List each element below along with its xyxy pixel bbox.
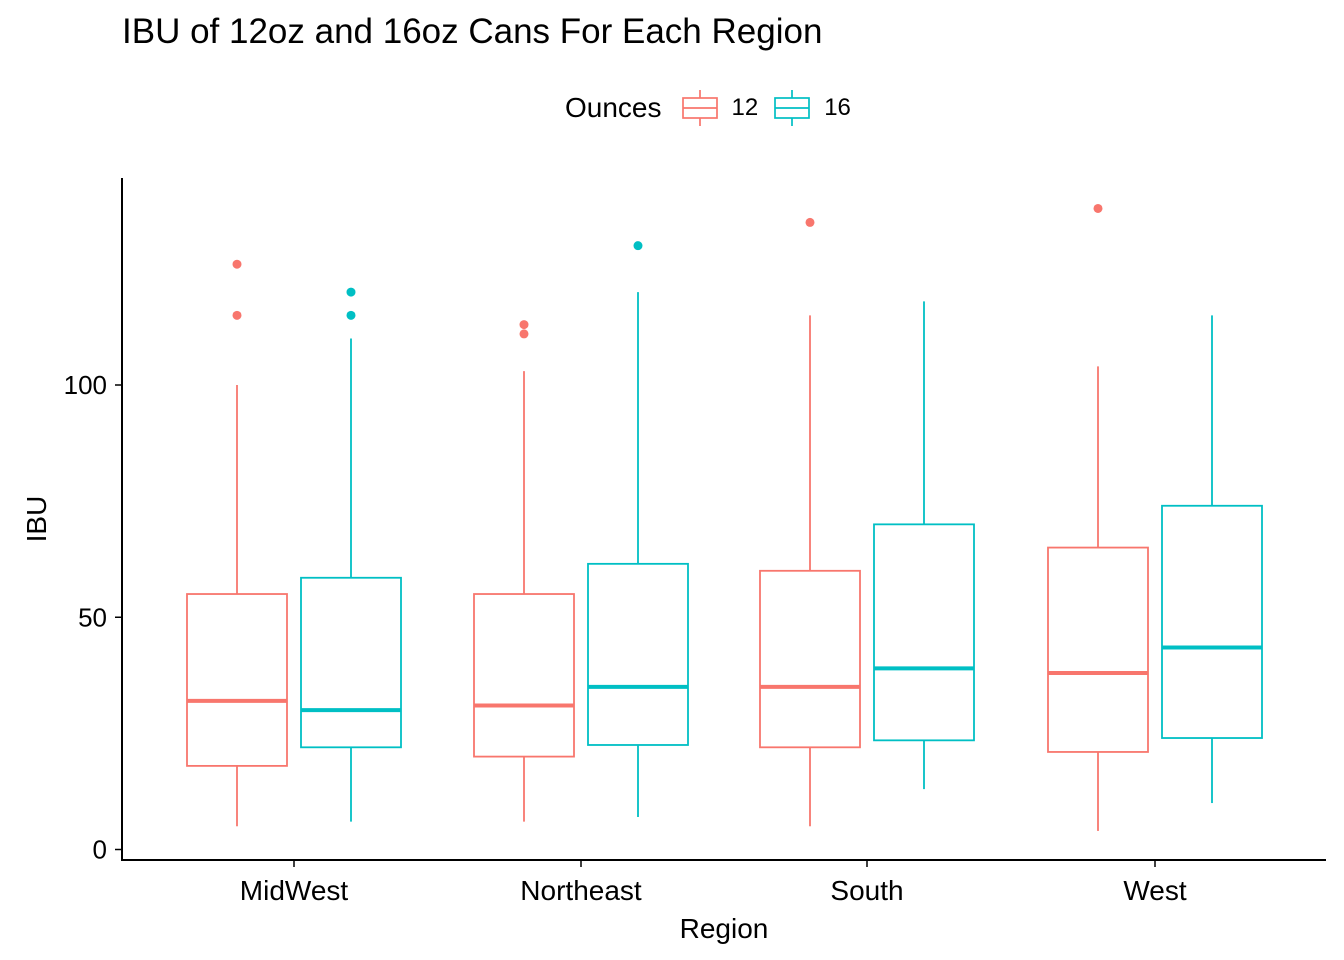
outlier-point	[232, 310, 242, 320]
outlier-point	[519, 320, 529, 330]
box-series-16-south	[873, 301, 975, 790]
box-series-16-west	[1161, 315, 1263, 804]
y-axis-title: IBU	[21, 496, 52, 543]
box-series-16-midwest	[300, 287, 402, 822]
outlier-point	[1093, 203, 1103, 213]
box-series-12-west	[1047, 203, 1149, 831]
box-series-16-northeast	[587, 241, 689, 817]
legend-label-16: 16	[824, 94, 851, 121]
chart-title: IBU of 12oz and 16oz Cans For Each Regio…	[122, 12, 823, 51]
y-tick-label: 100	[64, 370, 107, 400]
legend-label-12: 12	[731, 94, 759, 121]
outlier-point	[346, 310, 356, 320]
x-tick-label: South	[830, 875, 903, 906]
legend-title: Ounces	[565, 92, 662, 123]
legend-item-12: 12	[680, 90, 759, 126]
x-tick-label: West	[1123, 875, 1186, 906]
box-body	[300, 576, 402, 749]
box-series-12-south	[759, 217, 861, 827]
box-body	[1047, 546, 1149, 753]
x-tick-label: MidWest	[240, 875, 349, 906]
box-body	[587, 562, 689, 746]
legend: Ounces 12 16	[565, 88, 865, 128]
legend-key-16	[774, 90, 811, 126]
box-body	[473, 593, 575, 758]
x-tick-label: Northeast	[520, 875, 642, 906]
outlier-point	[519, 329, 529, 339]
plot-marks	[186, 203, 1263, 831]
outlier-point	[633, 241, 643, 251]
box-body	[759, 569, 861, 749]
legend-item-16: 16	[772, 90, 851, 126]
box-series-12-northeast	[473, 320, 575, 822]
box-body	[186, 593, 288, 767]
box-body	[1161, 504, 1263, 739]
x-axis-ticks: MidWest Northeast South West	[240, 860, 1187, 906]
outlier-point	[346, 287, 356, 297]
outlier-point	[232, 259, 242, 269]
x-axis-title: Region	[680, 913, 769, 944]
box-series-12-midwest	[186, 259, 288, 827]
y-tick-label: 50	[78, 602, 107, 632]
box-body	[873, 523, 975, 742]
y-tick-label: 0	[93, 835, 107, 865]
y-axis-ticks: 0 50 100	[64, 370, 122, 865]
legend-key-12	[681, 90, 718, 126]
outlier-point	[805, 217, 815, 227]
